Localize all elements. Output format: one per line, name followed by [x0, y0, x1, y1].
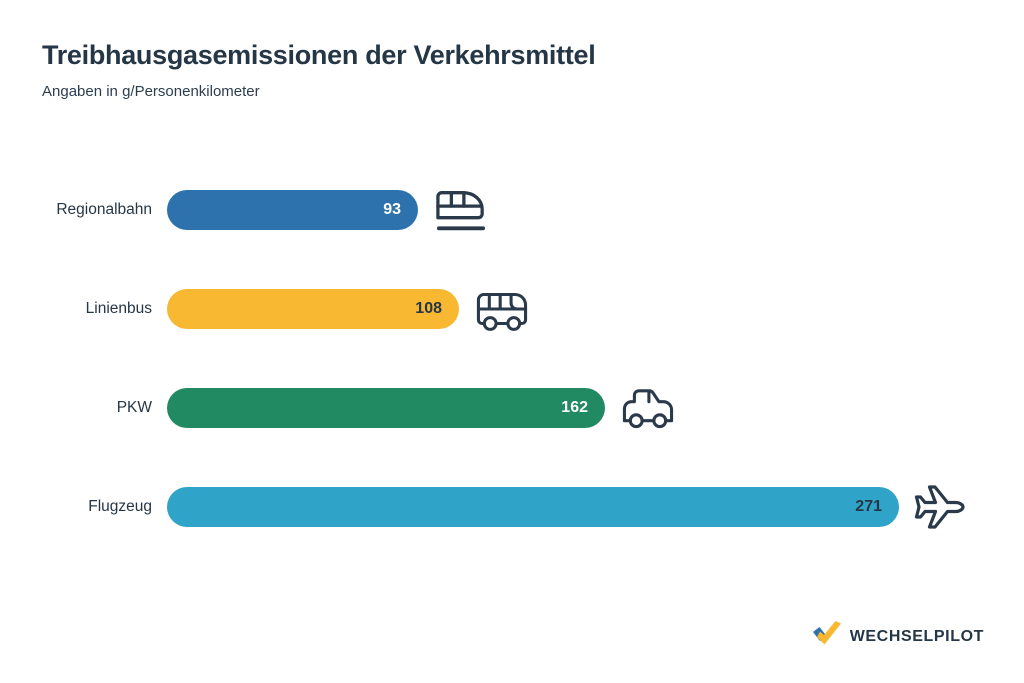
bar-label: Flugzeug	[88, 498, 152, 515]
bus-icon	[473, 285, 531, 333]
wechselpilot-logo-mark-icon	[812, 620, 842, 653]
bar-row-regionalbahn: Regionalbahn 93	[0, 188, 1024, 232]
bar-chart: Regionalbahn 93 Linienbus 108	[0, 188, 1024, 584]
bar-linienbus: 108	[167, 289, 459, 329]
bar-value: 108	[415, 300, 442, 317]
bar-row-flugzeug: Flugzeug 271	[0, 485, 1024, 529]
bar-row-linienbus: Linienbus 108	[0, 287, 1024, 331]
chart-title: Treibhausgasemissionen der Verkehrsmitte…	[42, 40, 596, 70]
bar-label: PKW	[116, 399, 152, 416]
bar-value: 162	[561, 399, 588, 416]
bar-flugzeug: 271	[167, 487, 899, 527]
bar-regionalbahn: 93	[167, 190, 418, 230]
bar-value: 271	[855, 498, 882, 515]
bar-row-pkw: PKW 162	[0, 386, 1024, 430]
bar-pkw: 162	[167, 388, 605, 428]
chart-subtitle: Angaben in g/Personenkilometer	[42, 83, 260, 100]
bar-label: Linienbus	[85, 300, 152, 317]
chart-header: Treibhausgasemissionen der Verkehrsmitte…	[42, 40, 596, 100]
train-icon	[432, 185, 490, 235]
wechselpilot-logo: WECHSELPILOT	[812, 620, 984, 653]
wechselpilot-logo-text: WECHSELPILOT	[849, 627, 984, 645]
bar-label: Regionalbahn	[56, 201, 152, 218]
bar-value: 93	[383, 201, 401, 218]
plane-icon	[913, 479, 969, 535]
car-icon	[619, 384, 677, 432]
